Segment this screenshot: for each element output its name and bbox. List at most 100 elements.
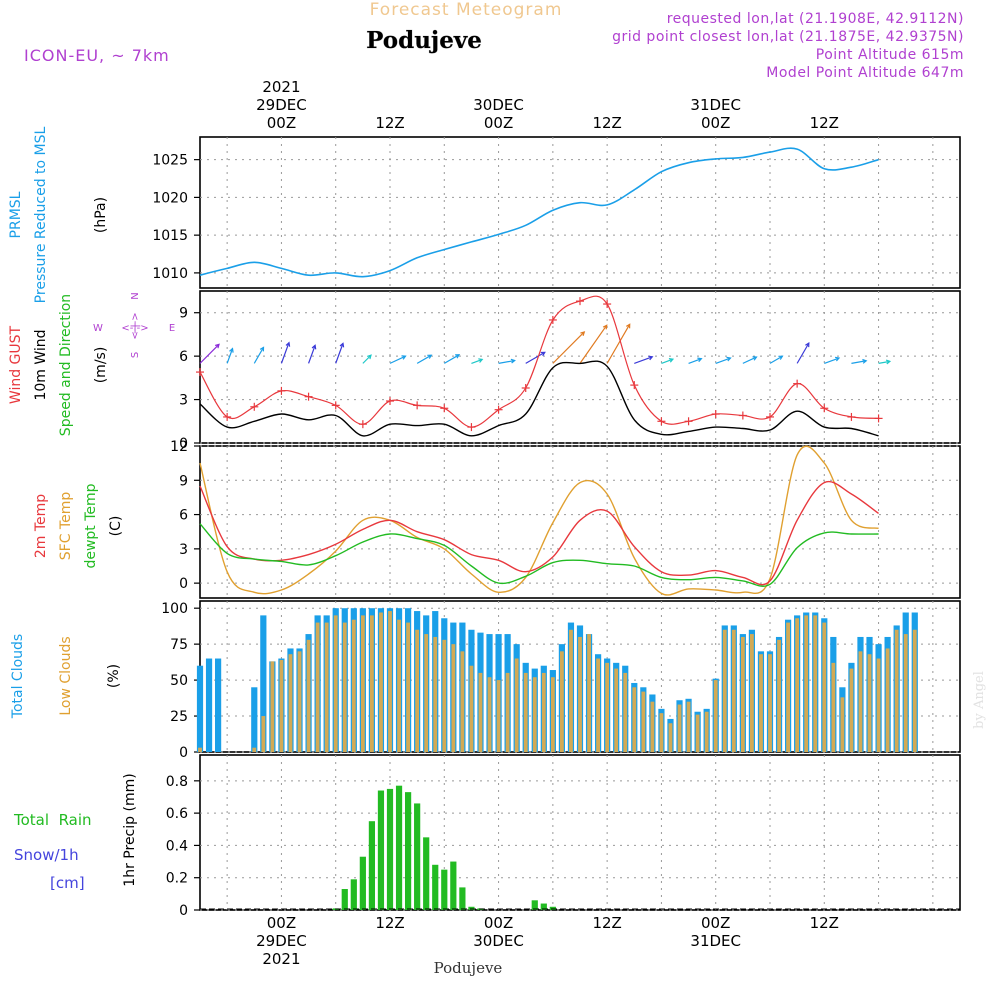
cloud-low-bar	[768, 654, 772, 752]
cloud-low-bar	[379, 612, 383, 752]
wind-arrow	[579, 324, 608, 364]
footer-station: Podujeve	[434, 959, 503, 977]
cloud-low-bar	[650, 701, 655, 752]
rain-bar	[377, 790, 385, 910]
cloud-low-bar	[822, 622, 827, 752]
wind-arrow	[769, 355, 783, 364]
wind-arrow-head	[540, 351, 546, 357]
time-label-top: 00Z	[484, 114, 513, 132]
precip-panel: 1hr Precip (mm) Total Rain Snow/1h [cm]	[13, 773, 960, 910]
wind-arrow-head	[229, 347, 234, 353]
wind-arrow-head	[455, 354, 461, 359]
temperature-panel: 2m Temp SFC Temp dewpt Temp (C)	[33, 445, 879, 596]
cloud-low-bar	[460, 651, 465, 752]
cloud-low-bar	[876, 658, 881, 752]
temp-unit: (C)	[108, 516, 124, 537]
ytick-label-precip: 0	[179, 903, 188, 919]
rain-bar	[341, 889, 348, 910]
rain-bar	[359, 856, 366, 910]
frame-pressure	[199, 136, 961, 289]
compass-s: S	[130, 352, 141, 358]
wind-arrow-head	[885, 359, 892, 365]
pressure-panel: PRMSL Pressure Reduced to MSL (hPa)	[8, 126, 879, 303]
gridpoint-coords: grid point closest lon,lat (21.1875E, 42…	[612, 29, 964, 45]
cloud-low-bar	[433, 636, 438, 752]
cloud-low-bar	[523, 672, 528, 752]
wind-arrow-head	[427, 354, 433, 359]
cloud-low-bar	[849, 668, 854, 752]
ytick-label-temperature: 3	[179, 542, 188, 558]
wind-arrow	[335, 343, 344, 364]
legend-snow: Snow/1h	[14, 846, 79, 864]
cloud-low-bar	[894, 629, 899, 752]
time-label-bottom: 00Z	[701, 914, 730, 932]
cloud-low-bar	[297, 651, 302, 752]
ytick-label-wind: 0	[179, 436, 188, 452]
time-label-top: 12Z	[592, 114, 621, 132]
ytick-label-wind: 9	[179, 306, 188, 322]
panel-frames	[199, 136, 961, 911]
wind-arrow-head	[285, 341, 291, 347]
cloud-low-bar	[532, 677, 537, 752]
cloud-low-bar	[324, 622, 329, 752]
cloud-low-bar	[560, 651, 564, 752]
wind-arrow	[552, 331, 585, 364]
cloud-low-bar	[478, 672, 483, 752]
legend-snow-unit: [cm]	[50, 874, 85, 892]
model-altitude: Model Point Altitude 647m	[766, 65, 964, 81]
time-label-top: 00Z	[267, 114, 296, 132]
ytick-label-temperature: 0	[179, 576, 188, 592]
cloud-low-bar	[514, 658, 519, 752]
time-label-top: 30DEC	[473, 96, 524, 114]
cloud-low-bar	[686, 701, 691, 752]
time-label-bottom: 00Z	[484, 914, 513, 932]
wind-arrow-head	[752, 356, 758, 361]
ytick-label-clouds: 0	[179, 745, 188, 761]
wind-arrow	[634, 356, 653, 364]
wind-unit: (m/s)	[93, 347, 109, 384]
ytick-label-precip: 0.6	[166, 806, 188, 822]
cloud-low-bar	[487, 677, 492, 752]
time-label-bottom: 30DEC	[473, 932, 524, 950]
time-label-bottom: 12Z	[375, 914, 404, 932]
cloud-low-bar	[840, 697, 845, 752]
frame-precip	[199, 754, 961, 911]
model-label: ICON-EU, ~ 7km	[24, 46, 170, 65]
ytick-label-clouds: 50	[170, 673, 188, 689]
cloud-low-bar	[795, 618, 800, 752]
time-label-top: 12Z	[810, 114, 839, 132]
cloud-low-bar	[306, 639, 311, 752]
rain-bar	[423, 837, 430, 910]
cloud-low-bar	[315, 622, 320, 752]
point-altitude: Point Altitude 615m	[816, 47, 964, 63]
cloud-low-bar	[804, 615, 809, 752]
cloud-low-bar	[677, 704, 682, 752]
wind-arrow	[878, 360, 891, 364]
wind-arrow	[471, 358, 483, 364]
rain-bar	[432, 864, 439, 910]
wind-arrow	[389, 355, 406, 364]
time-label-top: 00Z	[701, 114, 730, 132]
wind-arrow-head	[311, 344, 317, 350]
cloud-low-bar	[415, 629, 420, 752]
wind-arrow	[199, 343, 220, 364]
ytick-label-pressure: 1010	[152, 266, 188, 282]
clouds-label-1: Total Clouds	[10, 634, 26, 719]
temp-label-3: dewpt Temp	[83, 483, 99, 568]
time-label-top: 2021	[262, 78, 300, 96]
rain-bar	[414, 803, 421, 910]
wind-label-3: Speed and Direction	[58, 294, 74, 436]
time-label-bottom: 12Z	[592, 914, 621, 932]
cloud-low-bar	[759, 654, 763, 752]
cloud-low-bar	[252, 747, 257, 752]
legend-total-rain: Total Rain	[13, 811, 92, 829]
cloud-low-bar	[713, 680, 718, 752]
cloud-total-bar	[205, 658, 213, 752]
cloud-low-bar	[451, 644, 456, 752]
wind-direction-arrows	[199, 323, 892, 365]
cloud-low-bar	[469, 665, 474, 752]
wind-arrow	[308, 345, 316, 364]
time-label-bottom: 00Z	[267, 914, 296, 932]
ytick-label-wind: 6	[179, 349, 188, 365]
